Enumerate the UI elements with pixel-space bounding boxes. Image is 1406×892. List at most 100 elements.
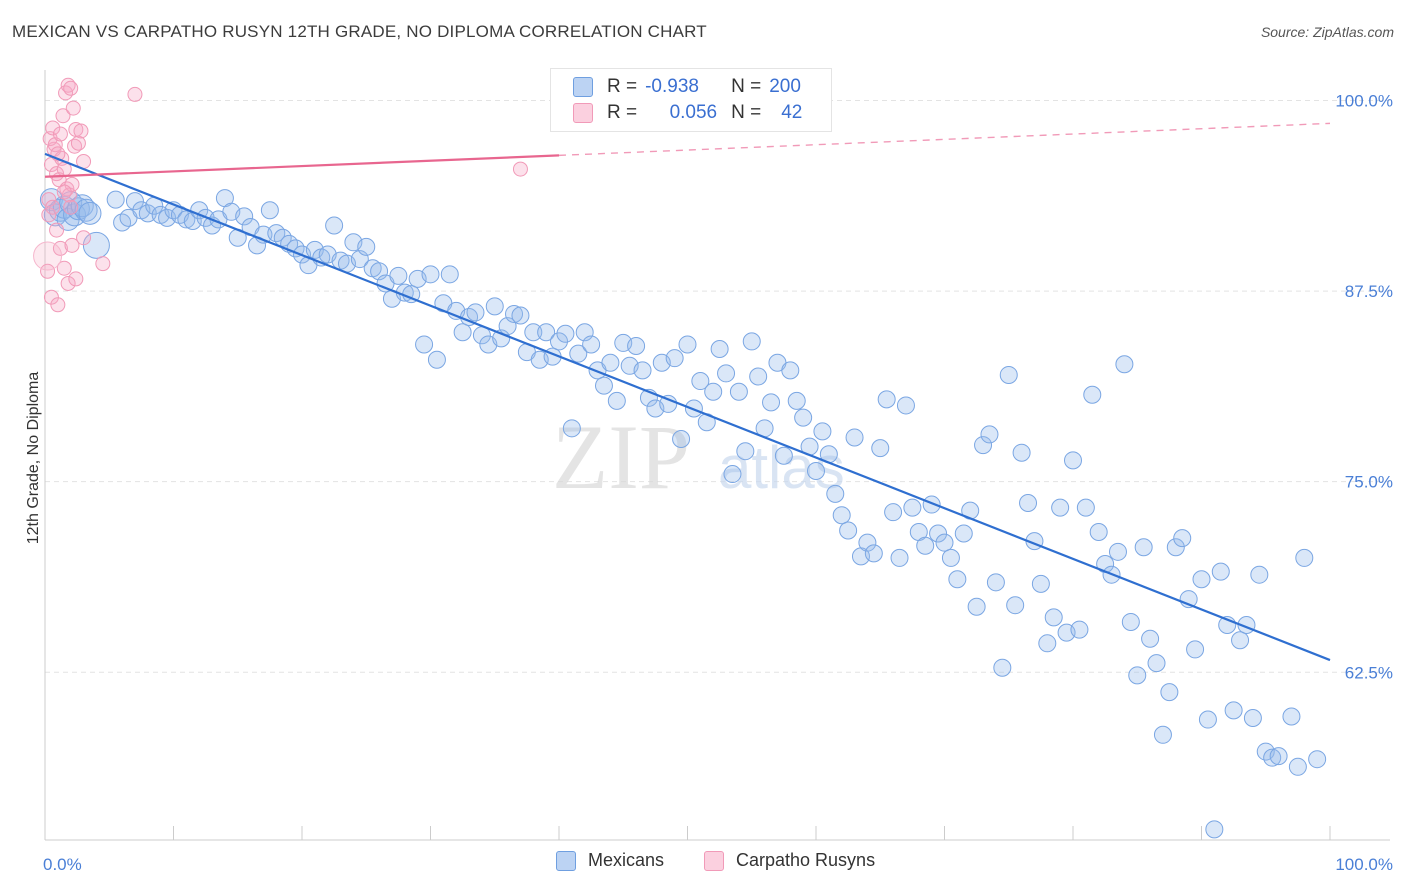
mexican-point <box>1269 747 1288 766</box>
rusyn-point <box>33 241 63 271</box>
rusyn-point <box>49 222 65 238</box>
rusyn-point <box>52 240 68 256</box>
rusyn-point <box>63 199 79 215</box>
mexicans-points <box>39 188 1327 839</box>
mexican-point <box>138 204 157 223</box>
legend-n-value-rusyns: 42 <box>781 102 803 123</box>
mexican-point <box>1250 565 1269 584</box>
mexican-point <box>125 192 144 211</box>
watermark-zip: ZIP <box>552 406 690 508</box>
mexican-point <box>742 332 761 351</box>
mexican-point <box>1295 548 1314 567</box>
mexican-point <box>858 533 877 552</box>
mexican-point <box>1192 570 1211 589</box>
legend-n-value-mexicans: 200 <box>769 76 801 97</box>
mexican-point <box>1308 750 1327 769</box>
mexican-point <box>357 237 376 256</box>
mexican-point <box>1288 757 1307 776</box>
mexican-point <box>948 570 967 589</box>
mexican-point <box>1153 725 1172 744</box>
mexican-point <box>1231 631 1250 650</box>
mexican-point <box>1160 683 1179 702</box>
legend: R = -0.938 N = 200 R = 0.056 N = 42 <box>550 68 832 132</box>
rusyns-trend-line-dashed <box>558 122 1331 157</box>
mexican-point <box>267 224 286 243</box>
mexican-point <box>884 503 903 522</box>
mexican-point <box>935 533 954 552</box>
chart-title: MEXICAN VS CARPATHO RUSYN 12TH GRADE, NO… <box>12 22 707 41</box>
mexican-point <box>993 658 1012 677</box>
mexican-point <box>177 210 196 229</box>
mexican-point <box>736 442 755 461</box>
rusyns-points <box>33 77 528 313</box>
rusyn-point <box>60 275 76 291</box>
mexican-point <box>903 498 922 517</box>
mexican-point <box>749 367 768 386</box>
mexican-point <box>1186 640 1205 659</box>
rusyn-point <box>127 86 143 102</box>
mexican-point <box>1064 451 1082 470</box>
mexican-point <box>1173 529 1192 548</box>
mexican-point <box>485 297 504 316</box>
mexican-point <box>826 484 845 503</box>
bottom-legend-rusyns: Carpatho Rusyns <box>704 850 875 871</box>
mexican-point <box>627 336 646 355</box>
mexican-point <box>1012 443 1031 462</box>
mexican-point <box>1076 498 1095 517</box>
mexican-point <box>1134 538 1153 557</box>
mexican-point <box>986 573 1005 592</box>
mexican-point <box>1282 707 1301 726</box>
mexican-point <box>556 324 575 343</box>
y-tick-label: 62.5% <box>1345 663 1393 682</box>
mexican-point <box>415 335 434 354</box>
mexican-point <box>1089 523 1108 541</box>
mexican-point <box>941 548 960 567</box>
bottom-swatch-mexicans <box>556 850 576 871</box>
mexican-point <box>729 382 748 401</box>
mexican-point <box>929 524 948 543</box>
mexican-point <box>113 213 132 232</box>
y-tick-label: 87.5% <box>1345 282 1393 301</box>
mexican-point <box>1166 538 1185 557</box>
legend-r-value-mexicans: -0.938 <box>645 76 699 97</box>
mexican-point <box>999 365 1018 384</box>
mexican-point <box>890 548 909 567</box>
rusyn-point <box>45 199 61 215</box>
legend-swatch-mexicans <box>573 77 593 97</box>
rusyn-point <box>45 120 61 136</box>
mexican-point <box>421 265 440 284</box>
mexican-point <box>1211 562 1230 581</box>
mexican-point <box>1128 666 1147 685</box>
mexican-point <box>569 344 588 363</box>
mexican-point <box>562 419 581 438</box>
mexican-point <box>1038 634 1057 653</box>
rusyn-point <box>56 184 72 200</box>
mexican-point <box>839 521 858 540</box>
mexican-point <box>672 429 691 448</box>
mexican-point <box>74 198 98 222</box>
mexican-point <box>106 190 125 209</box>
y-tick-label: 100.0% <box>1335 91 1393 110</box>
x-tick-label: 100.0% <box>1335 855 1393 874</box>
mexican-point <box>389 266 408 285</box>
mexican-point <box>1147 654 1166 673</box>
mexican-point <box>916 536 935 555</box>
mexican-point <box>974 436 993 455</box>
mexican-point <box>954 524 973 543</box>
rusyn-point <box>50 297 66 313</box>
mexican-point <box>877 390 896 409</box>
mexican-point <box>871 439 890 458</box>
mexican-point <box>1243 709 1262 728</box>
mexican-point <box>78 201 102 225</box>
mexican-point <box>1115 355 1134 374</box>
rusyn-point <box>41 192 57 208</box>
mexican-point <box>1019 494 1038 513</box>
mexican-point <box>537 323 556 342</box>
mexican-point <box>774 446 793 465</box>
mexican-point <box>762 393 781 412</box>
rusyn-point <box>64 176 80 192</box>
mexican-point <box>787 391 806 410</box>
rusyn-point <box>76 230 92 246</box>
tick-labels: 100.0% 87.5% 75.0% 62.5% 0.0% 100.0% <box>43 91 1393 874</box>
